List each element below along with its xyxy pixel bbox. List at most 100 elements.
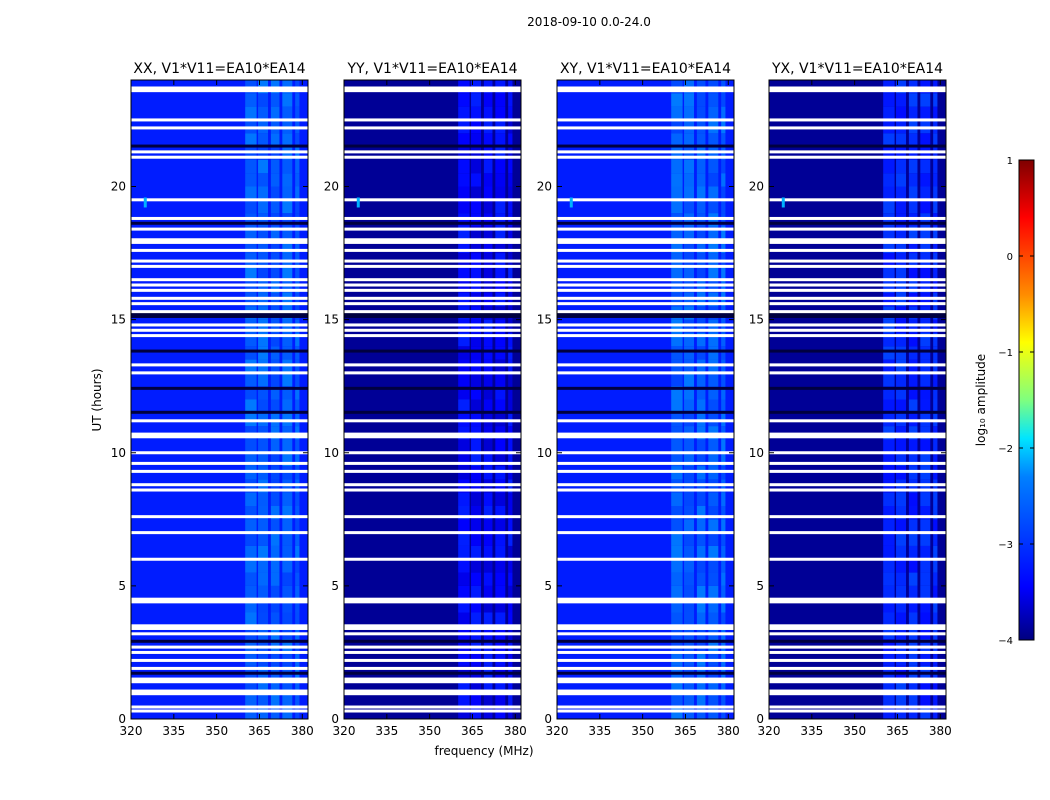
rfi-cell bbox=[708, 239, 719, 254]
rfi-cell bbox=[696, 692, 706, 706]
colorbar-tick-label: 1 bbox=[1007, 156, 1013, 167]
rfi-cell bbox=[282, 545, 293, 560]
dark-row bbox=[557, 639, 734, 643]
rfi-cell bbox=[258, 199, 269, 214]
rfi-cell bbox=[495, 506, 506, 520]
rfi-cell bbox=[483, 506, 493, 520]
rfi-cell bbox=[684, 506, 695, 520]
rfi-cell bbox=[282, 173, 293, 187]
dark-row bbox=[557, 144, 734, 148]
transient-mark bbox=[143, 197, 147, 208]
x-tick-label: 350 bbox=[205, 724, 228, 738]
flagged-row bbox=[344, 626, 521, 630]
rfi-cell bbox=[471, 572, 482, 586]
rfi-cell bbox=[933, 506, 938, 520]
flagged-row bbox=[344, 488, 521, 492]
flagged-row bbox=[131, 302, 308, 306]
rfi-cell bbox=[295, 199, 300, 214]
flagged-row bbox=[769, 677, 946, 681]
rfi-cell bbox=[933, 173, 938, 187]
rfi-cell bbox=[684, 599, 695, 613]
flagged-row bbox=[344, 86, 521, 90]
flagged-row bbox=[769, 597, 946, 601]
rfi-cell bbox=[295, 599, 300, 613]
rfi-cell bbox=[270, 173, 280, 187]
rfi-cell bbox=[708, 452, 719, 467]
flagged-row bbox=[557, 371, 734, 375]
flagged-row bbox=[131, 278, 308, 282]
rfi-cell bbox=[245, 452, 257, 467]
rfi-cell bbox=[920, 506, 931, 520]
rfi-cell bbox=[896, 93, 907, 107]
dark-row bbox=[557, 349, 734, 353]
rfi-cell bbox=[721, 173, 726, 187]
rfi-cell bbox=[495, 519, 506, 533]
dark-row bbox=[131, 221, 308, 225]
rfi-cell bbox=[508, 226, 513, 240]
rfi-cell bbox=[270, 266, 280, 280]
rfi-cell bbox=[282, 372, 293, 387]
panel-background bbox=[769, 80, 946, 719]
dark-row bbox=[769, 312, 946, 316]
flagged-row bbox=[131, 248, 308, 252]
rfi-cell bbox=[471, 372, 482, 387]
rfi-cell bbox=[270, 386, 280, 400]
rfi-cell bbox=[471, 186, 482, 200]
flagged-row bbox=[344, 692, 521, 696]
rfi-cell bbox=[896, 506, 907, 520]
rfi-cell bbox=[245, 492, 257, 506]
rfi-cell bbox=[883, 106, 895, 120]
rfi-cell bbox=[671, 692, 683, 706]
rfi-cell bbox=[270, 519, 280, 533]
rfi-cell bbox=[933, 439, 938, 453]
y-tick-label: 20 bbox=[749, 180, 764, 194]
x-tick-label: 380 bbox=[929, 724, 952, 738]
rfi-cell bbox=[696, 545, 706, 560]
rfi-cell bbox=[508, 332, 513, 347]
x-axis-label: frequency (MHz) bbox=[434, 744, 533, 758]
rfi-cell bbox=[245, 266, 257, 280]
rfi-cell bbox=[495, 679, 506, 693]
rfi-cell bbox=[458, 679, 470, 693]
rfi-cell bbox=[684, 106, 695, 120]
rfi-cell bbox=[933, 332, 938, 347]
x-tick-label: 365 bbox=[248, 724, 271, 738]
flagged-row bbox=[769, 216, 946, 220]
rfi-cell bbox=[471, 532, 482, 546]
rfi-cell bbox=[258, 239, 269, 254]
rfi-cell bbox=[245, 532, 257, 546]
flagged-row bbox=[769, 469, 946, 473]
rfi-cell bbox=[471, 545, 482, 560]
flagged-row bbox=[131, 288, 308, 292]
rfi-cell bbox=[696, 239, 706, 254]
rfi-cell bbox=[258, 399, 269, 413]
flagged-row bbox=[557, 283, 734, 287]
x-tick-label: 320 bbox=[758, 724, 781, 738]
rfi-cell bbox=[708, 93, 719, 107]
rfi-cell bbox=[896, 532, 907, 546]
rfi-cell bbox=[483, 692, 493, 706]
rfi-cell bbox=[920, 199, 931, 214]
rfi-cell bbox=[282, 93, 293, 107]
panel-frame bbox=[556, 79, 735, 720]
rfi-cell bbox=[696, 106, 706, 120]
rfi-cell bbox=[883, 572, 895, 586]
rfi-cell bbox=[508, 492, 513, 506]
dark-row bbox=[344, 671, 521, 675]
rfi-cell bbox=[282, 572, 293, 586]
flagged-row bbox=[557, 632, 734, 636]
rfi-cell bbox=[933, 679, 938, 693]
rfi-cell bbox=[696, 133, 706, 147]
rfi-cell bbox=[684, 199, 695, 214]
rfi-cell bbox=[245, 199, 257, 214]
rfi-cell bbox=[908, 612, 918, 626]
rfi-cell bbox=[883, 492, 895, 506]
rfi-cell bbox=[471, 439, 482, 453]
rfi-cell bbox=[671, 159, 683, 174]
flagged-row bbox=[344, 419, 521, 423]
flagged-row bbox=[769, 198, 946, 202]
rfi-cell bbox=[721, 692, 726, 706]
flagged-row bbox=[344, 677, 521, 681]
flagged-row bbox=[769, 302, 946, 306]
rfi-cell bbox=[671, 612, 683, 626]
